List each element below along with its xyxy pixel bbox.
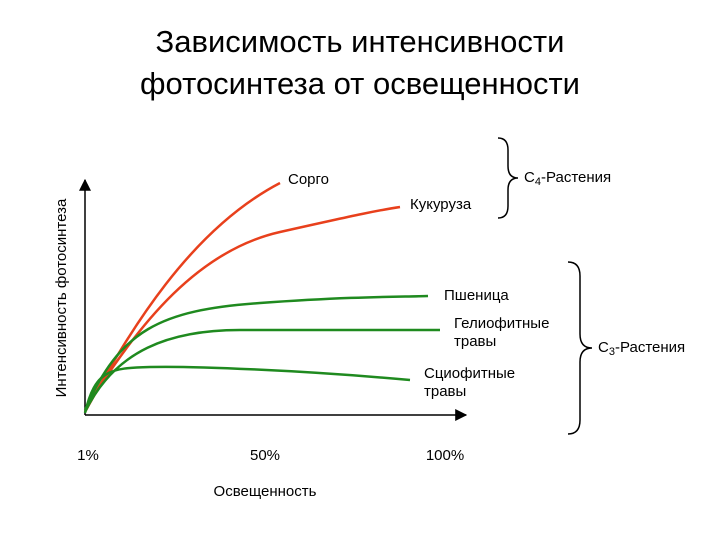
- x-axis-label: Освещенность: [214, 483, 317, 500]
- curve-label: травы: [424, 383, 466, 400]
- curve-label: Сциофитные: [424, 365, 515, 382]
- group-label: C4-Растения: [524, 169, 611, 188]
- title-line: фотосинтеза от освещенности: [140, 66, 580, 101]
- curve: [83, 294, 429, 411]
- curve-label: травы: [454, 333, 496, 350]
- curve-label: Кукуруза: [410, 196, 472, 213]
- title-line: Зависимость интенсивности: [156, 24, 565, 59]
- y-axis-label: Интенсивность фотосинтеза: [53, 198, 70, 397]
- group-rest: -Растения: [615, 339, 685, 356]
- curve: [83, 365, 411, 414]
- curve: [83, 205, 401, 411]
- curve-label: Гелиофитные: [454, 315, 549, 332]
- x-tick-label: 50%: [250, 447, 280, 464]
- brace: [567, 261, 593, 435]
- group-subscript: 4: [535, 176, 541, 188]
- curve: [83, 181, 281, 413]
- group-rest: -Растения: [541, 169, 611, 186]
- group-label: C3-Растения: [598, 339, 685, 358]
- curve-label: Пшеница: [444, 287, 509, 304]
- group-letter: C: [598, 339, 609, 356]
- curve-label: Сорго: [288, 171, 329, 188]
- curve: [83, 328, 440, 413]
- group-subscript: 3: [609, 346, 615, 358]
- brace: [497, 137, 519, 219]
- x-tick-label: 100%: [426, 447, 464, 464]
- x-tick-label: 1%: [77, 447, 99, 464]
- group-letter: C: [524, 169, 535, 186]
